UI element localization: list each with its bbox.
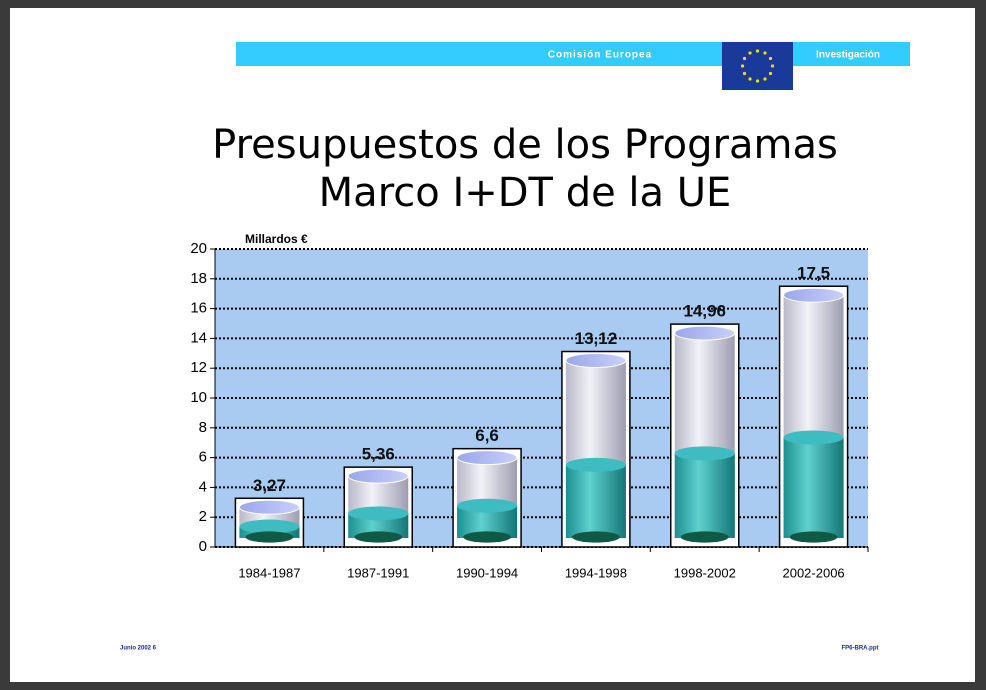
y-tick-label: 20 [190,240,207,257]
star [740,64,745,68]
cylinder-bottom [680,531,729,543]
x-tick-label: 1990-1994 [456,565,518,580]
y-tick-label: 18 [190,270,207,287]
header-right: Investigación [816,50,880,61]
y-tick-label: 4 [199,478,207,495]
y-tick-label: 6 [199,449,207,466]
cylinder-liquid [783,437,844,538]
value-label: 5,36 [362,445,395,464]
cylinder-top [674,325,736,341]
star [755,79,760,83]
y-tick-label: 16 [190,300,207,317]
cylinder-liquid [565,464,626,538]
value-label: 14,96 [683,302,726,321]
footer-left: Junio 2002 6 [120,646,157,652]
star [763,77,767,81]
liquid-top [565,457,626,472]
cylinder-bottom [354,531,403,543]
x-tick-label: 1987-1991 [347,565,409,580]
chart-title: Presupuestos de los Programas [212,122,838,168]
cylinder-top [238,499,300,515]
star [768,56,773,61]
value-label: 17,5 [797,264,830,283]
y-tick-label: 2 [199,508,207,525]
cylinder-top [456,450,518,466]
y-tick-label: 12 [190,359,207,376]
liquid-top [457,498,518,513]
cylinder-bottom [245,531,294,543]
footer-right: FP6-BRA.ppt [842,646,879,652]
star [748,77,752,81]
x-tick-label: 1998-2002 [674,565,736,580]
value-label: 3,27 [253,476,286,495]
value-label: 6,6 [475,426,499,445]
y-tick-label: 10 [190,389,207,406]
eu-stars [740,49,775,83]
x-tick-label: 1984-1987 [238,565,300,580]
eu-flag [722,42,793,90]
y-tick-label: 8 [199,419,207,436]
star [768,71,773,76]
x-tick-label: 2002-2006 [782,565,844,580]
chart-title: Marco I+DT de la UE [319,170,732,216]
cylinder-liquid [674,453,735,538]
x-tick-label: 1994-1998 [565,565,627,580]
liquid-top [783,430,844,445]
star [742,71,747,76]
star [742,56,747,61]
star [763,51,767,55]
cylinder-bottom [463,531,512,543]
header-left: Comisión Europea [548,50,652,61]
cylinder-bottom [571,531,620,543]
liquid-top [239,519,300,534]
cylinder-top [347,468,409,484]
cylinder-top [565,353,627,369]
liquid-top [348,506,409,521]
cylinder-bottom [789,531,838,543]
y-tick-label: 14 [190,329,207,346]
value-label: 13,12 [575,329,618,348]
star [748,51,752,55]
cylinder-top [783,287,845,303]
liquid-top [674,446,735,461]
star [770,64,775,68]
star [755,49,760,53]
y-axis-label: Millardos € [245,232,308,246]
header-bar [236,42,910,66]
y-tick-label: 0 [199,538,207,555]
